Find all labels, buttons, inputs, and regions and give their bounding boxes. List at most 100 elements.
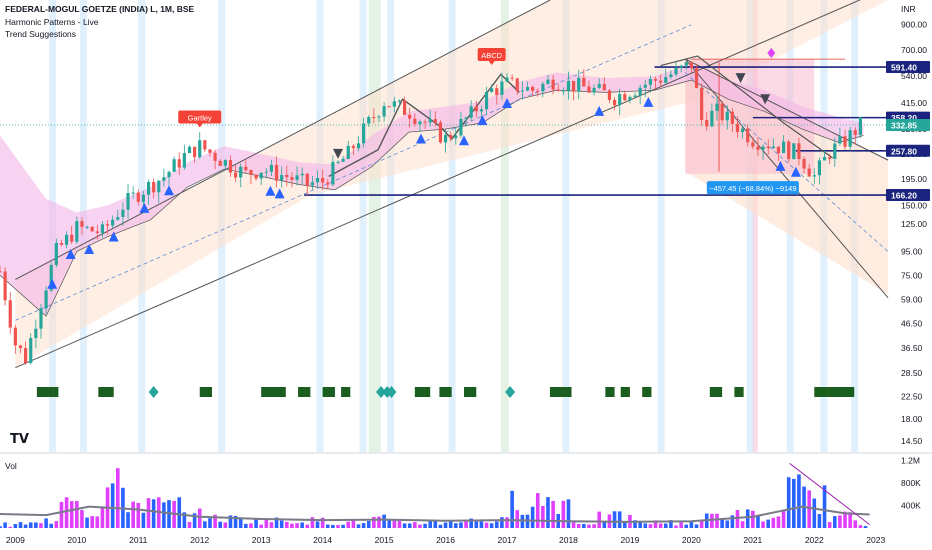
volume-bar (797, 474, 801, 528)
candle-body (408, 114, 412, 119)
volume-bar (269, 522, 274, 528)
volume-bar (863, 526, 868, 528)
volume-bar (730, 515, 735, 528)
volume-bar (356, 524, 361, 528)
candle-body (566, 80, 571, 91)
buy-signal-triangle (265, 185, 276, 196)
candle-body (152, 181, 156, 193)
volume-bar (64, 497, 69, 528)
price-tick-label: 14.50 (901, 436, 923, 446)
candle-body (710, 110, 714, 127)
candle-body (326, 182, 330, 185)
buy-signal-triangle (643, 96, 654, 107)
volume-bar (592, 524, 596, 528)
volume-bar (530, 506, 535, 528)
volume-bar (341, 524, 345, 528)
volume-bar (279, 520, 284, 528)
volume-bar (786, 477, 791, 528)
volume-bar (284, 521, 289, 528)
volume-bar (249, 523, 253, 528)
candle-body (3, 271, 7, 301)
candle-body (833, 143, 837, 159)
candle-body (75, 221, 79, 242)
volume-bar (571, 522, 576, 528)
volume-bar (684, 524, 689, 528)
volume-bar (131, 501, 135, 528)
candle-body (582, 77, 586, 87)
volume-label: Vol (5, 461, 17, 471)
trend-strip-diamond (505, 386, 516, 398)
highlight-stripe (752, 0, 758, 452)
level-price-label: 257.80 (891, 146, 917, 156)
candle-body (34, 328, 38, 339)
volume-bar (766, 519, 771, 528)
candle-body (105, 224, 110, 226)
volume-bar (587, 524, 591, 528)
candle-body (807, 168, 811, 177)
volume-bar (602, 520, 607, 528)
volume-bar (402, 523, 407, 528)
candle-body (633, 95, 637, 97)
volume-bar (807, 490, 811, 528)
sell-signal-triangle (760, 94, 771, 105)
trend-strip-segment (642, 387, 652, 397)
candle-body (0, 271, 2, 273)
candle-body (643, 84, 647, 88)
volume-bar (310, 517, 315, 528)
volume-bar (218, 521, 223, 528)
candle-body (592, 87, 596, 93)
candle-body (484, 91, 489, 110)
volume-bar (443, 522, 448, 528)
buy-signal-triangle (47, 278, 58, 289)
candle-body (85, 226, 89, 228)
candle-body (157, 180, 161, 193)
candle-body (18, 345, 23, 349)
volume-bar (54, 521, 59, 528)
indicator-harmonic-patterns[interactable]: Harmonic Patterns - Live (5, 17, 99, 27)
volume-bar (546, 497, 550, 528)
volume-bar (848, 512, 852, 528)
volume-bar (39, 523, 43, 528)
measure-label: −457.45 (−68.84%) −9149 (709, 184, 796, 193)
volume-bar (459, 522, 463, 528)
buy-signal-triangle (164, 185, 175, 196)
volume-bar (474, 521, 479, 528)
volume-bar (187, 522, 192, 528)
candle-body (29, 338, 33, 363)
volume-bar (192, 513, 197, 528)
candle-body (612, 99, 617, 106)
volume-bar (510, 490, 514, 528)
candle-body (382, 106, 386, 117)
candle-body (136, 192, 140, 202)
candle-body (510, 77, 514, 79)
volume-tick-label: 800K (901, 478, 921, 488)
candle-body (223, 160, 227, 166)
volume-bar (126, 512, 130, 528)
candle-body (787, 141, 791, 160)
volume-tick-label: 400K (901, 501, 921, 511)
candles (0, 60, 862, 365)
candle-body (64, 234, 69, 245)
pattern-label-pointer (196, 123, 203, 128)
time-tick-label: 2012 (190, 535, 209, 545)
trend-strip-segment (463, 387, 477, 397)
volume-bar (325, 524, 330, 528)
volume-bar (177, 497, 182, 528)
indicator-trend-suggestions[interactable]: Trend Suggestions (5, 29, 77, 39)
volume-bar (612, 511, 617, 528)
candle-body (8, 300, 12, 328)
trend-strip-segment (341, 387, 351, 397)
time-tick-label: 2021 (743, 535, 762, 545)
time-tick-label: 2013 (252, 535, 271, 545)
volume-bar (382, 514, 386, 528)
volume-bar (448, 521, 453, 528)
signal-markers: Gartley ABCD −457.45 (−68.84%) −9149 (47, 47, 801, 289)
volume-bar (69, 501, 74, 528)
level-price-tag (886, 61, 930, 74)
trend-strip-segment (199, 387, 213, 397)
symbol-title[interactable]: FEDERAL-MOGUL GOETZE (INDIA) L, 1M, BSE (5, 4, 195, 14)
trend-strip-segment (439, 387, 452, 397)
time-tick-label: 2011 (129, 535, 148, 545)
candle-body (751, 142, 755, 147)
